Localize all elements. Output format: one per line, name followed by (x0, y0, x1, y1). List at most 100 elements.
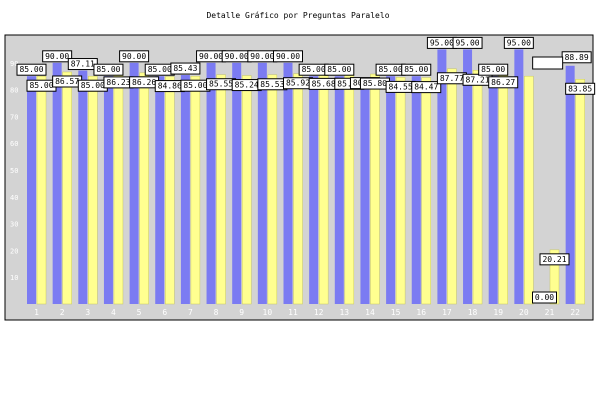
data-label-box (532, 291, 557, 304)
bar-series-1 (155, 76, 165, 304)
category-label: 6 (162, 308, 167, 317)
data-label: 0.00 (532, 291, 557, 304)
bar-series-1 (27, 76, 36, 304)
data-label-box (478, 63, 509, 76)
data-label-text: 90.00 (45, 52, 69, 61)
data-label: 87.21 (462, 73, 493, 86)
data-label-box (119, 50, 150, 63)
data-label-text: 95.00 (456, 38, 480, 47)
data-label-text: 85.80 (363, 79, 387, 88)
data-label: 90.00 (196, 50, 227, 63)
data-label-text: 85.00 (379, 65, 403, 74)
bar-series-1 (103, 76, 113, 304)
data-label-text: 86.27 (491, 78, 515, 87)
data-label-text: 85.00 (96, 65, 120, 74)
data-label: 85.92 (283, 77, 313, 90)
bar-series-2 (267, 74, 278, 305)
data-label-text: 87.21 (466, 75, 490, 84)
data-label-box (565, 82, 596, 95)
bar-series-2 (472, 70, 483, 305)
bar-series-1 (386, 76, 396, 304)
data-label-text: 85.68 (312, 79, 336, 88)
bar-series-2 (139, 72, 149, 305)
data-label-text: 85.55 (209, 80, 233, 89)
category-label: 14 (365, 308, 375, 317)
category-label: 1 (34, 308, 39, 317)
bars (27, 49, 585, 305)
y-tick-label: 50 (10, 167, 18, 175)
data-label: 85.00 (478, 63, 509, 76)
data-label: 88.89 (561, 51, 592, 64)
bar-series-2 (421, 77, 431, 305)
bar-series-2 (293, 73, 303, 305)
data-label: 86.26 (129, 76, 160, 89)
data-label-text: 84.86 (158, 82, 182, 91)
bar-series-1 (565, 65, 575, 304)
data-label: 84.47 (411, 81, 442, 94)
y-tick-label: 10 (10, 274, 18, 282)
category-label: 3 (85, 308, 90, 317)
data-label-text: 85.24 (235, 81, 259, 90)
data-label: 87.11 (67, 58, 98, 71)
bar-series-1 (309, 76, 319, 304)
data-label-box (488, 76, 519, 89)
bar-series-2 (113, 72, 124, 305)
data-label-box (411, 81, 442, 94)
y-tick-label: 40 (10, 194, 18, 202)
data-label: 85.00 (324, 63, 355, 76)
data-label: 85.00 (298, 63, 329, 76)
data-label: 85.00 (401, 63, 432, 76)
category-label: 22 (570, 308, 580, 317)
bar-series-1 (514, 49, 524, 305)
data-label-text: 87.77 (440, 74, 464, 83)
category-label: 17 (442, 308, 452, 317)
bar-series-2 (524, 75, 534, 305)
data-label: 86.27 (488, 76, 519, 89)
category-label: 9 (239, 308, 244, 317)
category-label: 11 (288, 308, 298, 317)
category-label: 12 (314, 308, 324, 317)
data-label-text: 85.00 (148, 65, 172, 74)
bar-series-1 (283, 62, 293, 304)
bar-series-2 (395, 77, 406, 305)
bar-series-1 (232, 62, 242, 304)
data-label-box (273, 50, 303, 63)
bar-series-1 (78, 70, 88, 304)
data-label-text: 85.53 (260, 80, 284, 89)
x-axis: 1 2 3 4 5 6 7 8 9 10 11 12 13 14 15 16 17 18 19 20 21 22 (34, 308, 580, 317)
data-labels: 85.0085.0090.0086.5787.1185.0085.0086.23… (16, 36, 596, 304)
data-label-text: 84.55 (389, 82, 413, 91)
bar-series-1 (437, 49, 447, 305)
bar-series-1 (180, 75, 190, 304)
data-label-text: 85.00 (183, 81, 207, 90)
data-label: 85.00 (144, 63, 175, 76)
data-label-text: 95.00 (430, 38, 454, 47)
data-label-text: 83.85 (568, 84, 592, 93)
bar-series-1 (463, 49, 473, 305)
bar-series-2 (498, 72, 508, 305)
data-label: 83.85 (565, 82, 596, 95)
data-label: 90.00 (247, 50, 278, 63)
data-label-box (503, 36, 534, 49)
data-label-text: 85.00 (29, 81, 53, 90)
bar-series-2 (575, 79, 585, 305)
bar-series-2 (344, 74, 355, 305)
category-label: 16 (416, 308, 426, 317)
category-label: 13 (339, 308, 349, 317)
data-label-text: 85.00 (302, 65, 326, 74)
data-label: 85.68 (308, 77, 339, 90)
data-label: 84.55 (385, 80, 416, 93)
data-label-box (539, 253, 570, 266)
data-label-text: 85.00 (81, 81, 105, 90)
y-tick-label: 90 (10, 60, 18, 68)
category-label: 20 (519, 308, 529, 317)
data-label: 85.80 (359, 77, 390, 90)
data-label: 90.00 (42, 50, 73, 63)
data-label: 86.23 (103, 76, 134, 89)
data-label-box (16, 63, 47, 76)
data-label: 85.00 (375, 63, 406, 76)
bar-series-1 (488, 76, 498, 304)
y-tick-label: 30 (10, 221, 18, 229)
bar-series-2 (549, 249, 560, 305)
